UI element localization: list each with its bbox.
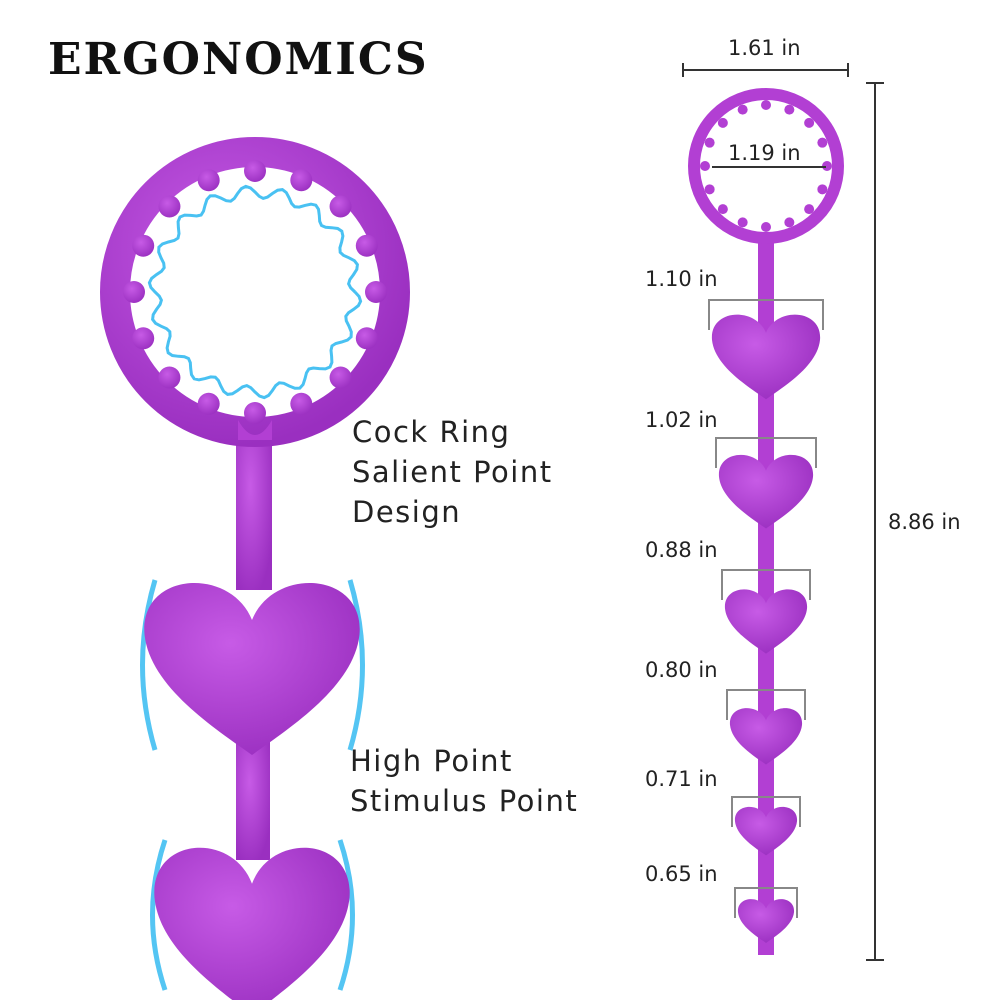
salient-point — [817, 184, 828, 195]
salient-point — [290, 392, 313, 415]
salient-point — [197, 169, 220, 192]
dimension-line — [866, 82, 884, 961]
stem — [236, 740, 270, 860]
salient-point — [290, 169, 313, 192]
salient-point — [737, 217, 748, 228]
heart-bead — [718, 454, 814, 529]
heart-bead — [737, 899, 795, 943]
feature-line: Salient Point — [352, 455, 553, 489]
stem — [236, 430, 272, 590]
heart-bead — [729, 708, 803, 765]
salient-point — [704, 137, 715, 148]
motion-arc-icon — [150, 839, 168, 991]
salient-point — [329, 366, 352, 389]
feature-line: High Point — [350, 744, 513, 778]
salient-point — [784, 217, 795, 228]
ring-inner-dimension: 1.19 in — [728, 141, 801, 165]
salient-point — [761, 100, 771, 110]
width-bracket — [721, 569, 811, 600]
salient-point — [365, 281, 387, 303]
salient-point — [197, 392, 220, 415]
bead-dimension: 0.65 in — [645, 862, 718, 886]
salient-point — [132, 234, 155, 257]
cock-ring — [100, 137, 410, 447]
salient-point — [717, 204, 728, 215]
heart-bead — [154, 847, 350, 1000]
width-bracket — [708, 299, 824, 330]
width-bracket — [734, 887, 798, 918]
bead-dimension: 0.71 in — [645, 767, 718, 791]
ring-feature-label: Cock Ring Salient Point Design — [352, 412, 553, 532]
salient-point — [822, 161, 832, 171]
heart-bead — [711, 314, 821, 400]
width-bracket — [726, 689, 806, 720]
salient-point — [132, 327, 155, 350]
bead-dimension: 0.88 in — [645, 538, 718, 562]
salient-point — [158, 195, 181, 218]
feature-line: Stimulus Point — [350, 784, 579, 818]
motion-arc-icon — [140, 579, 158, 751]
salient-point — [804, 204, 815, 215]
heart-bead — [734, 806, 798, 856]
width-bracket — [731, 796, 801, 827]
ring-joint — [238, 420, 272, 440]
salient-point — [355, 327, 378, 350]
cock-ring — [688, 88, 844, 244]
width-bracket — [715, 437, 817, 468]
highlight-outline — [147, 184, 363, 400]
salient-point — [804, 117, 815, 128]
salient-point — [244, 402, 266, 424]
heart-bead — [724, 589, 808, 654]
bead-dimension: 1.10 in — [645, 267, 718, 291]
bead-dimension: 1.02 in — [645, 408, 718, 432]
salient-point — [717, 117, 728, 128]
motion-arc-icon — [347, 579, 365, 751]
salient-point — [761, 222, 771, 232]
salient-point — [817, 137, 828, 148]
salient-point — [700, 161, 710, 171]
stem — [758, 235, 774, 955]
bead-dimension: 0.80 in — [645, 658, 718, 682]
salient-point — [329, 195, 352, 218]
heart-bead — [144, 583, 360, 755]
motion-arc-icon — [337, 839, 355, 991]
total-length-dimension: 8.86 in — [888, 510, 961, 534]
salient-point — [158, 366, 181, 389]
page-title: ERGONOMICS — [48, 34, 429, 85]
salient-point — [737, 104, 748, 115]
feature-line: Design — [352, 495, 462, 529]
bead-feature-label: High Point Stimulus Point — [350, 741, 578, 821]
salient-point — [244, 160, 266, 182]
salient-point — [123, 281, 145, 303]
salient-point — [355, 234, 378, 257]
ring-outer-dimension: 1.61 in — [728, 36, 801, 60]
dimension-line — [682, 63, 849, 77]
feature-line: Cock Ring — [352, 415, 511, 449]
salient-point — [704, 184, 715, 195]
salient-point — [784, 104, 795, 115]
